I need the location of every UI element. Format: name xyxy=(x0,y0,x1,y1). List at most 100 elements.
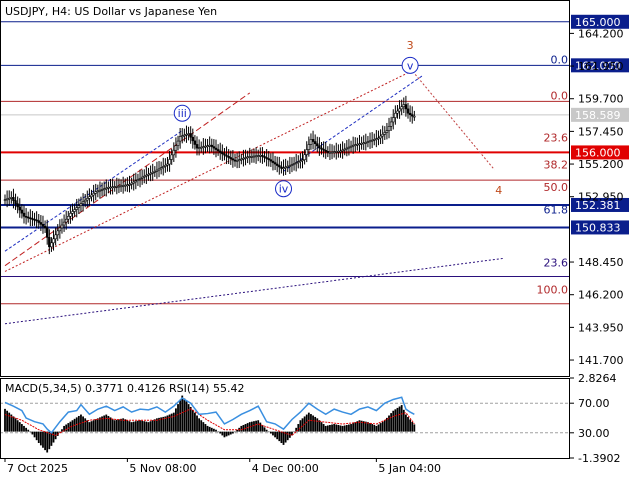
candle-body xyxy=(259,155,262,157)
axes: 164.200 161.950 159.700 157.450 155.200 152.9… xyxy=(0,0,624,475)
macd-histogram-bar xyxy=(179,399,182,432)
macd-histogram-bar xyxy=(341,425,344,432)
fib-level-label: 100.0 xyxy=(537,283,569,296)
macd-histogram-bar xyxy=(405,414,407,432)
macd-histogram-bar xyxy=(111,418,114,432)
indicator-tick-label: 30.00 xyxy=(578,427,610,440)
macd-histogram-bar xyxy=(396,407,399,432)
candle-body xyxy=(337,150,340,153)
candle-body xyxy=(54,234,57,240)
macd-histogram-bar xyxy=(177,404,179,432)
candle-body xyxy=(250,156,254,158)
candle-body xyxy=(12,197,15,201)
candle-body xyxy=(322,148,325,151)
macd-histogram-bar xyxy=(345,424,348,432)
candle-body xyxy=(151,171,154,174)
macd-histogram-bar xyxy=(37,431,40,444)
macd-histogram-bar xyxy=(109,417,112,432)
candle-body xyxy=(343,148,346,151)
macd-histogram-bar xyxy=(103,415,106,432)
candle-body xyxy=(364,141,368,144)
macd-histogram-bar xyxy=(339,425,342,432)
macd-histogram-bar xyxy=(335,424,338,432)
wave-circle xyxy=(173,104,191,122)
price-label-text: 150.833 xyxy=(575,221,621,234)
macd-histogram-bar xyxy=(151,420,154,432)
candle-body xyxy=(136,179,140,182)
candle-body xyxy=(408,112,412,115)
macd-histogram-bar xyxy=(172,412,175,432)
macd-histogram-bar xyxy=(221,431,224,436)
macd-histogram-bar xyxy=(250,421,253,432)
macd-histogram-bar xyxy=(175,408,177,432)
candle-body xyxy=(240,158,243,161)
candle-body xyxy=(366,141,370,143)
candle-body xyxy=(356,143,359,146)
candle-body xyxy=(119,185,123,188)
candle-body xyxy=(126,184,129,187)
fib-level-label: 23.6 xyxy=(544,132,569,145)
macd-histogram-bar xyxy=(164,416,167,432)
candle-body xyxy=(83,199,87,203)
candle-body xyxy=(56,230,59,236)
macd-histogram-bar xyxy=(29,431,32,433)
macd-histogram-bar xyxy=(276,431,279,440)
price-tick-label: 155.200 xyxy=(578,158,624,171)
price-tick-label: 159.700 xyxy=(578,93,624,106)
candle-body xyxy=(254,155,258,158)
price-label-box xyxy=(571,220,629,235)
candle-body xyxy=(354,144,357,146)
macd-histogram-bar xyxy=(379,423,382,432)
candle-body xyxy=(347,146,351,149)
macd-histogram-bar xyxy=(409,419,412,432)
macd-histogram-bar xyxy=(263,427,266,432)
candle-body xyxy=(288,165,292,167)
candle-body xyxy=(313,141,317,145)
candle-body xyxy=(29,217,32,220)
macd-histogram-bar xyxy=(191,409,194,432)
macd-histogram-bar xyxy=(291,431,293,436)
candle-body xyxy=(143,175,146,178)
time-tick-label: 5 Nov 08:00 xyxy=(129,462,196,475)
price-label-box xyxy=(571,145,629,160)
candle-body xyxy=(191,136,194,142)
candle-body xyxy=(330,151,334,154)
macd-histogram-bar xyxy=(99,417,101,432)
candle-body xyxy=(178,136,182,142)
candle-body xyxy=(77,205,81,208)
macd-histogram-bar xyxy=(12,416,15,432)
macd-histogram-bar xyxy=(331,424,333,432)
candle-body xyxy=(216,149,220,152)
wave-label: v xyxy=(407,59,414,72)
macd-histogram-bar xyxy=(383,420,386,432)
candle-body xyxy=(58,227,62,232)
macd-histogram-bar xyxy=(139,420,141,432)
candle-body xyxy=(134,180,138,183)
macd-histogram-bar xyxy=(115,419,118,432)
candle-body xyxy=(181,135,184,138)
candle-body xyxy=(370,139,374,142)
macd-histogram-bar xyxy=(86,420,89,432)
macd-histogram-bar xyxy=(107,415,110,432)
candle-body xyxy=(307,144,311,150)
macd-histogram-bar xyxy=(206,425,209,432)
macd-histogram-bar xyxy=(82,416,84,432)
candle-body xyxy=(394,112,397,118)
main-frame xyxy=(0,0,570,377)
macd-histogram-bar xyxy=(343,425,346,432)
macd-histogram-bar xyxy=(48,431,51,450)
macd-histogram-bar xyxy=(358,420,361,432)
macd-histogram-bar xyxy=(71,420,74,432)
candle-body xyxy=(280,166,283,169)
candle-body xyxy=(411,114,414,117)
candle-body xyxy=(37,220,40,223)
macd-histogram-bar xyxy=(322,424,325,432)
macd-histogram-bar xyxy=(31,431,34,435)
candle-body xyxy=(100,189,104,191)
macd-histogram-bar xyxy=(50,431,53,446)
price-tick-label: 148.450 xyxy=(578,256,624,269)
macd-histogram-bar xyxy=(8,412,11,432)
wave-label: iii xyxy=(178,107,187,120)
fib-level-label: 50.0 xyxy=(544,181,569,194)
price-label-text: 156.000 xyxy=(575,146,621,159)
